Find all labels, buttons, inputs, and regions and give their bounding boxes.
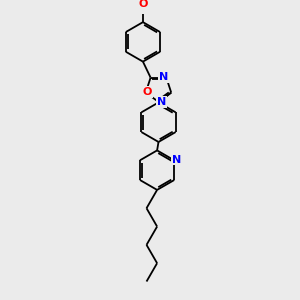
Text: O: O — [143, 87, 152, 97]
Text: N: N — [172, 154, 181, 165]
Text: O: O — [138, 0, 148, 9]
Text: N: N — [159, 72, 168, 82]
Text: N: N — [157, 97, 166, 107]
